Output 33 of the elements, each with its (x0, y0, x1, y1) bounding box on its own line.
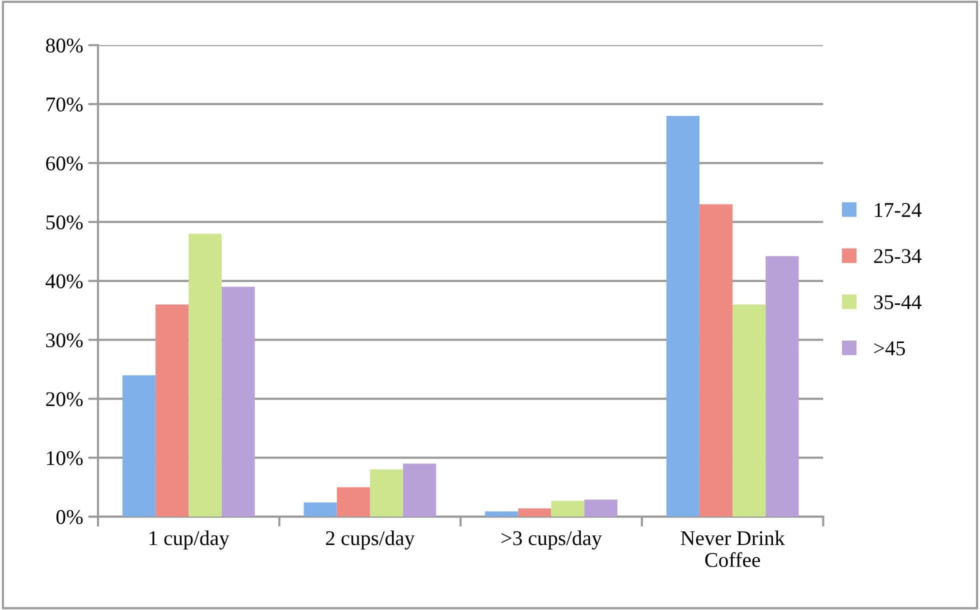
y-tick-label: 20% (46, 392, 83, 406)
legend-label: >45 (874, 341, 905, 356)
bar (766, 256, 799, 517)
bar (304, 502, 337, 517)
bar (403, 464, 436, 517)
bar (518, 508, 552, 517)
x-tick-label: 2 cups/day (326, 530, 415, 550)
bar (122, 375, 156, 517)
bar (485, 511, 518, 517)
bar (666, 116, 700, 517)
legend-label: 17-24 (875, 203, 922, 217)
legend-label: 35-44 (874, 295, 922, 310)
y-tick-label: 70% (46, 97, 83, 112)
bar (156, 304, 189, 517)
y-tick-label: 50% (46, 215, 83, 230)
y-tick-label: 60% (46, 156, 83, 171)
bar (732, 304, 766, 517)
legend-label: 25-34 (874, 249, 922, 264)
bar (370, 470, 404, 517)
bar (584, 500, 618, 517)
bar (188, 234, 222, 517)
bar (336, 487, 370, 517)
y-tick-label: 0% (56, 510, 83, 524)
x-tick-label: >3 cups/day (502, 530, 602, 550)
y-tick-label: 40% (46, 274, 83, 288)
bar (699, 204, 733, 517)
y-tick-label: 30% (46, 333, 83, 348)
bar (222, 286, 255, 517)
bar (551, 500, 584, 517)
x-tick-label: 1 cup/day (150, 530, 230, 550)
y-tick-label: 80% (46, 38, 83, 53)
y-tick-label: 10% (47, 451, 83, 466)
x-tick-label: Never Drink Coffee (680, 530, 785, 568)
